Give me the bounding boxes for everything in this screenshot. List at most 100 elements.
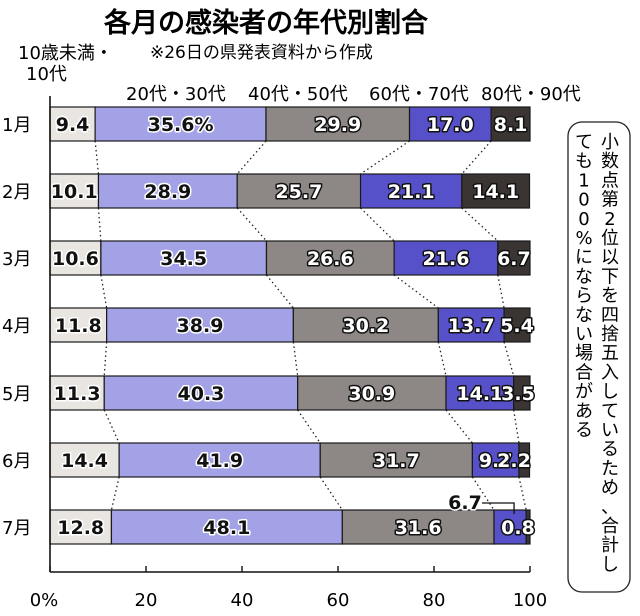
bar-segment <box>292 307 439 343</box>
data-label: 14.4 <box>61 450 108 472</box>
connector-line <box>497 274 505 309</box>
data-label: 14.1 <box>472 181 519 203</box>
side-note-char: 0 <box>578 190 589 211</box>
side-note-char: 位 <box>601 228 619 249</box>
connector-line <box>360 140 410 175</box>
data-label: 35.6% <box>148 114 214 136</box>
connector-line <box>103 341 108 377</box>
side-note-char: た <box>601 458 619 479</box>
data-label: 28.9 <box>144 181 191 203</box>
connector-line <box>461 140 492 175</box>
bar-segment <box>49 442 120 478</box>
legend: 10歳未満・ 10代 20代・30代 40代・50代 60代・70代 80代・90代 <box>18 43 581 105</box>
side-note-char: に <box>575 247 593 268</box>
data-label: 6.7 <box>497 248 531 270</box>
connector-line <box>513 409 520 444</box>
side-note-char: な <box>575 266 593 287</box>
bar-segment <box>497 240 531 276</box>
legend-label: 10歳未満・ 10代 <box>18 43 113 85</box>
bar-segment <box>297 375 447 411</box>
bar-segment <box>513 375 531 411</box>
data-label: 30.2 <box>342 315 389 337</box>
bar-segment <box>493 509 527 545</box>
data-label: 10.1 <box>51 181 98 203</box>
data-label: 10.6 <box>52 248 99 270</box>
x-axis: 0% 20 40 60 80 100 <box>30 96 547 611</box>
data-label: 8.1 <box>494 114 528 136</box>
side-note-char: ら <box>575 286 593 307</box>
side-note-char: 0 <box>578 209 589 230</box>
data-label: 26.6 <box>307 248 354 270</box>
side-note-char: 四 <box>601 305 619 326</box>
connector-line <box>445 409 473 444</box>
side-note-char: を <box>601 286 619 307</box>
connector-line <box>503 341 515 377</box>
side-note-char: 、 <box>601 497 619 518</box>
side-note-char: な <box>575 305 593 326</box>
bar-segment <box>110 509 343 545</box>
data-label: 3.5 <box>501 383 535 405</box>
bar-segment <box>49 307 108 343</box>
bar-segment <box>265 240 395 276</box>
connector-line <box>103 409 120 444</box>
bar-segment <box>393 240 499 276</box>
chart-subtitle: ※26日の県発表資料から作成 <box>150 43 373 63</box>
data-label: 9.7 <box>479 450 513 472</box>
bar-segment <box>106 307 294 343</box>
category-label: 2月 <box>2 182 31 203</box>
side-note-char: 数 <box>601 151 619 172</box>
data-label: 17.0 <box>427 114 474 136</box>
side-note-char: 場 <box>575 343 593 364</box>
data-label: 13.7 <box>448 315 495 337</box>
callout-line <box>482 502 515 514</box>
connector-line <box>110 476 120 511</box>
bar-segment <box>49 240 102 276</box>
side-note-char: 第 <box>601 190 619 211</box>
bar-segment <box>518 442 531 478</box>
connector-line <box>292 341 299 377</box>
x-tick-label: 0% <box>30 590 59 611</box>
side-note-char: 以 <box>601 247 619 268</box>
side-note-char: 点 <box>601 170 619 191</box>
connector-line <box>100 274 108 309</box>
data-label: 34.5 <box>160 248 207 270</box>
chart-title: 各月の感染者の年代別割合 <box>103 7 428 39</box>
bar-segment <box>319 442 473 478</box>
bar-segment <box>118 442 321 478</box>
bar-segment <box>49 375 105 411</box>
connector-line <box>360 207 395 242</box>
connector-line <box>461 207 499 242</box>
data-label: 41.9 <box>196 450 243 472</box>
data-label: 38.9 <box>177 315 224 337</box>
connector-lines <box>94 140 527 511</box>
data-label: 40.3 <box>178 383 225 405</box>
bar-segment <box>437 307 505 343</box>
data-label: 12.8 <box>57 517 104 539</box>
side-note-char: 捨 <box>601 324 619 345</box>
category-label: 4月 <box>2 316 31 337</box>
side-note-char: し <box>601 554 619 575</box>
side-note-box <box>567 121 631 593</box>
bar-segment <box>503 307 531 343</box>
legend-label: 80代・90代 <box>481 84 581 105</box>
data-label: 11.8 <box>55 315 102 337</box>
x-tick-label: 60 <box>327 590 350 611</box>
bars: 1月 2月 3月 4月 5月 6月 7月 9.4 35.6% 29.9 17.0 8.1 10.1 28.… <box>2 106 536 545</box>
side-note-char: 計 <box>601 535 619 556</box>
connector-line <box>236 140 267 175</box>
data-label: 5.4 <box>500 315 534 337</box>
category-label: 3月 <box>2 249 31 270</box>
x-tick-label: 40 <box>231 590 254 611</box>
side-note-char: 合 <box>601 516 619 537</box>
legend-label: 40代・50代 <box>248 84 348 105</box>
data-label: 0.8 <box>501 517 535 539</box>
side-note-char: て <box>601 401 619 422</box>
connector-line <box>437 341 447 377</box>
bar-segment <box>490 106 531 142</box>
bar-segment <box>94 106 267 142</box>
connector-line <box>518 476 527 511</box>
connector-line <box>97 207 102 242</box>
category-label: 6月 <box>2 451 31 472</box>
category-label: 1月 <box>2 115 31 136</box>
